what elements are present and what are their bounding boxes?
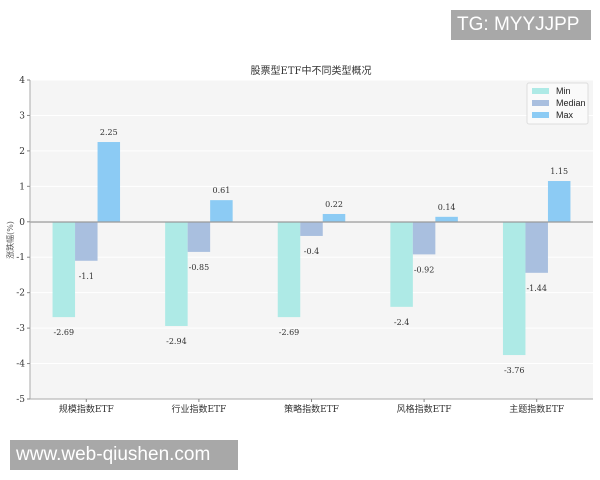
value-label: 2.25 (100, 128, 118, 137)
value-label: -0.92 (414, 265, 435, 274)
y-tick-label: 1 (19, 182, 25, 192)
bar-min (502, 221, 526, 356)
legend-label: Median (556, 98, 586, 108)
bar-min (165, 221, 188, 326)
value-label: 1.15 (550, 167, 568, 176)
value-label: 0.22 (325, 200, 343, 209)
bar-min (390, 221, 413, 307)
y-tick-label: -3 (16, 324, 25, 334)
value-label: -2.94 (166, 337, 187, 346)
chart-title: 股票型ETF中不同类型概况 (251, 64, 372, 77)
value-label: -3.76 (504, 366, 525, 375)
bar-max (97, 142, 121, 222)
value-label: -2.69 (54, 328, 75, 337)
x-category-label: 规模指数ETF (59, 403, 114, 415)
bar-median (187, 221, 211, 252)
bar-max (322, 213, 346, 222)
bar-min (52, 221, 76, 318)
value-label: -0.4 (304, 247, 319, 256)
x-category-label: 风格指数ETF (397, 403, 452, 415)
value-label: 0.14 (438, 203, 456, 212)
x-category-label: 主题指数ETF (509, 403, 564, 415)
legend-label: Max (556, 110, 574, 120)
value-label: 0.61 (212, 186, 230, 195)
y-tick-label: -2 (16, 289, 25, 299)
bar-min (277, 221, 301, 318)
value-label: -1.1 (79, 272, 94, 281)
y-tick-label: 0 (19, 218, 25, 228)
bar-median (75, 221, 98, 261)
x-ticks: 规模指数ETF 行业指数ETF 策略指数ETF 风格指数ETF 主题指数ETF (59, 399, 564, 415)
plot-area (30, 80, 593, 399)
value-label: -2.4 (394, 318, 409, 327)
legend-swatch (532, 88, 549, 94)
bar-median (300, 221, 323, 236)
y-axis-label: 涨跌幅(%) (5, 221, 15, 259)
bar-median (412, 221, 436, 255)
y-tick-label: -5 (16, 395, 25, 405)
legend-label: Min (556, 86, 571, 96)
value-label: -0.85 (189, 263, 210, 272)
bar-median (525, 221, 548, 273)
bars (52, 142, 571, 356)
y-tick-label: -1 (16, 253, 25, 263)
legend: Min Median Max (526, 82, 589, 125)
bar-max (210, 200, 233, 222)
x-category-label: 行业指数ETF (171, 403, 226, 415)
value-label: -1.44 (526, 284, 547, 293)
y-tick-label: 4 (19, 76, 25, 86)
y-tick-label: 3 (19, 111, 25, 121)
y-tick-label: 2 (19, 147, 25, 157)
legend-swatch (532, 112, 549, 118)
value-label: -2.69 (279, 328, 300, 337)
y-ticks: 4 3 2 1 0 -1 -2 -3 -4 -5 (16, 76, 30, 405)
bar-max (547, 181, 571, 222)
legend-swatch (532, 100, 549, 106)
bar-max (435, 216, 458, 222)
watermark-top: TG: MYYJJPP (451, 10, 591, 40)
y-tick-label: -4 (16, 360, 25, 370)
x-category-label: 策略指数ETF (284, 403, 339, 415)
watermark-bottom: www.web-qiushen.com (10, 440, 238, 470)
value-labels: -2.69 -1.1 2.25 -2.94 -0.85 0.61 -2.69 -0.4 0.22… (54, 128, 569, 375)
